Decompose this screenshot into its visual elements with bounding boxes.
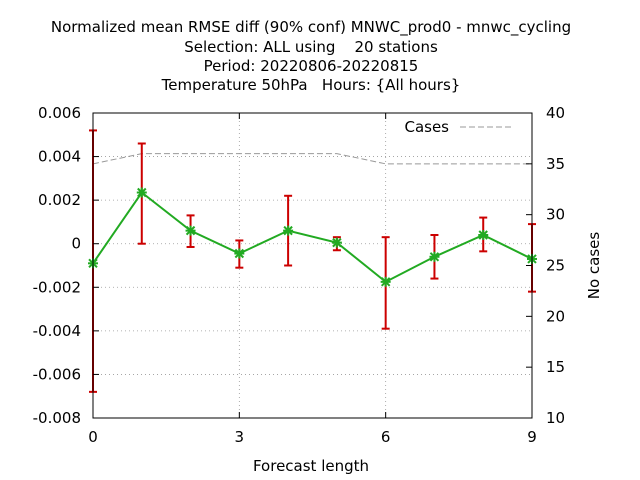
data-point — [429, 251, 440, 262]
y2-tick-label: 35 — [546, 155, 565, 173]
y-tick-label: 0.006 — [38, 104, 81, 122]
y2-tick-label: 30 — [546, 206, 565, 224]
grid — [93, 113, 532, 418]
x-axis-label: Forecast length — [253, 457, 369, 475]
legend: Cases — [404, 118, 512, 136]
rmse-diff-line — [92, 191, 533, 284]
y2-tick-label: 15 — [546, 358, 565, 376]
x-tick-label: 6 — [381, 428, 391, 446]
data-point — [478, 230, 489, 240]
y-tick-label: -0.002 — [33, 278, 81, 296]
y-tick-label: -0.004 — [33, 322, 81, 340]
y-tick-label: 0 — [71, 235, 81, 253]
axis-ticks: 0 3 6 9 -0.008 -0.006 -0.004 -0.002 0 0.002 0.004 0… — [33, 104, 565, 446]
chart-title: Normalized mean RMSE diff (90% conf) MNW… — [51, 18, 571, 94]
data-point — [185, 225, 196, 236]
title-line-3: Period: 20220806-20220815 — [204, 57, 419, 75]
title-line-1: Normalized mean RMSE diff (90% conf) MNW… — [51, 18, 571, 37]
data-point — [380, 276, 391, 287]
data-point — [331, 237, 342, 248]
data-point — [234, 248, 245, 259]
y2-tick-label: 25 — [546, 257, 565, 275]
data-point — [136, 187, 147, 198]
data-point — [283, 225, 294, 236]
y-tick-label: -0.006 — [33, 365, 81, 383]
y2-tick-label: 20 — [546, 307, 565, 325]
title-line-2: Selection: ALL using 20 stations — [184, 38, 438, 56]
x-tick-label: 9 — [527, 428, 537, 446]
title-line-4: Temperature 50hPa Hours: {All hours} — [161, 76, 461, 94]
y2-tick-label: 10 — [546, 409, 565, 427]
y-tick-label: 0.004 — [38, 148, 81, 166]
y2-tick-label: 40 — [546, 104, 565, 122]
cases-series — [92, 153, 532, 165]
plot-frame — [92, 112, 533, 419]
x-tick-label: 3 — [235, 428, 245, 446]
x-tick-label: 0 — [88, 428, 98, 446]
y-tick-label: -0.008 — [33, 409, 81, 427]
legend-label-cases: Cases — [404, 118, 449, 136]
cases-line — [92, 153, 532, 165]
y2-axis-label: No cases — [585, 232, 603, 300]
error-bars — [89, 129, 536, 393]
y-tick-label: 0.002 — [38, 191, 81, 209]
rmse-diff-series — [88, 187, 537, 287]
